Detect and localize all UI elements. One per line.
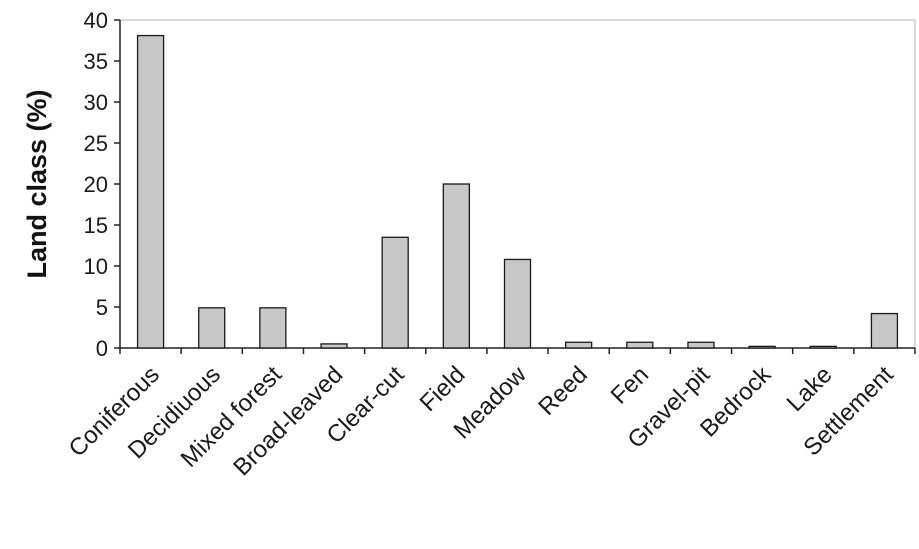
bar-decidiuous (198, 307, 226, 349)
x-tick-label: Lake (782, 361, 838, 417)
x-tick-label: Fen (606, 361, 654, 409)
x-tick-label: Field (415, 361, 471, 417)
bar-clear-cut (381, 236, 409, 349)
y-axis-title: Land class (%) (22, 89, 52, 278)
y-tick-label: 40 (84, 8, 108, 33)
x-tick-label: Reed (533, 361, 593, 421)
y-tick-label: 20 (84, 172, 108, 197)
bar-bedrock (748, 345, 776, 349)
y-axis-ticks: 0 5 10 15 20 25 30 35 40 (84, 8, 120, 361)
bar-field (442, 183, 470, 349)
y-tick-label: 30 (84, 90, 108, 115)
bar-meadow (503, 258, 532, 349)
bar-gravel-pit (687, 341, 715, 349)
bar-coniferous (136, 34, 165, 349)
y-tick-label: 10 (84, 254, 108, 279)
y-tick-label: 5 (96, 295, 108, 320)
y-tick-label: 15 (84, 213, 108, 238)
y-tick-label: 0 (96, 336, 108, 361)
bar-settlement (870, 312, 899, 349)
bar-mixed-forest (259, 307, 287, 349)
bars-group (136, 34, 899, 349)
bar-reed (565, 341, 593, 349)
bar-lake (809, 345, 837, 349)
bar-fen (626, 341, 654, 349)
y-tick-label: 25 (84, 131, 108, 156)
bar-broad-leaved (320, 343, 348, 349)
y-tick-label: 35 (84, 49, 108, 74)
